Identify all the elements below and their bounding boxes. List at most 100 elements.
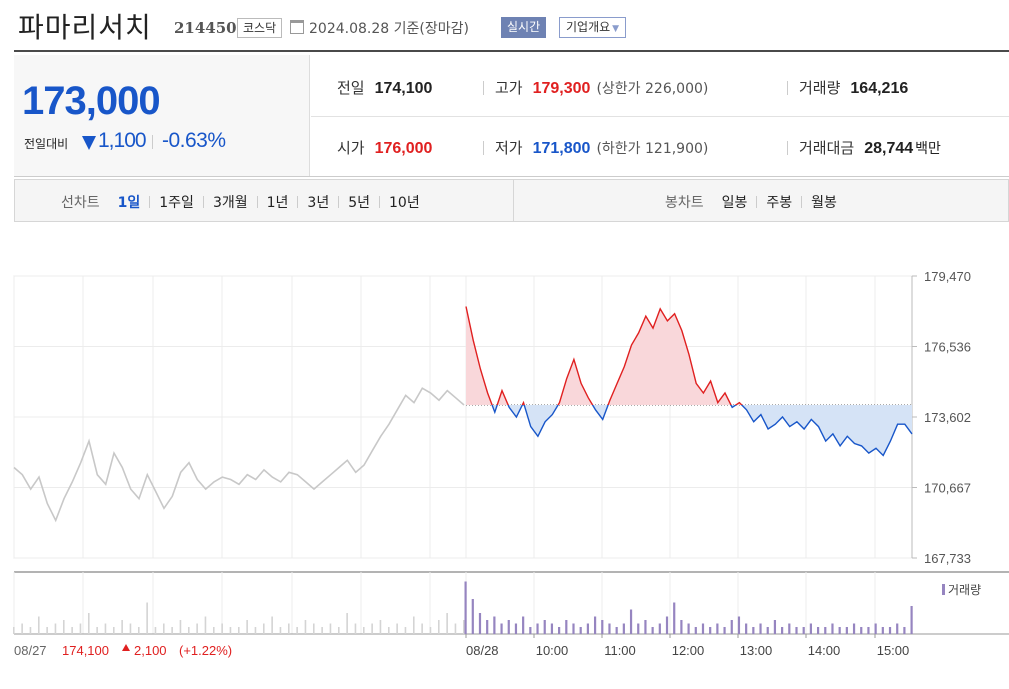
divider [787, 81, 788, 95]
volume-legend-label: 거래량 [948, 583, 981, 597]
stat-high: 고가 179,300 (상한가 226,000) [495, 77, 708, 98]
volume-bar [673, 602, 676, 634]
volume-bar [709, 627, 712, 634]
volume-bar-prev [388, 627, 390, 634]
stat-value: 28,744 [864, 140, 914, 157]
volume-bar [680, 620, 683, 634]
tab-divider [379, 196, 380, 208]
volume-bar [816, 627, 820, 634]
volume-bar [522, 616, 525, 634]
volume-bar [558, 627, 561, 634]
line-chart-label: 선차트 [61, 195, 100, 211]
volume-bar [658, 623, 661, 634]
volume-bar-prev [154, 627, 157, 634]
prev-change: 2,100 [134, 643, 167, 658]
line-tab-7[interactable]: 10년 [389, 195, 420, 211]
volume-bar-prev [279, 627, 282, 634]
quote-stats: 전일 174,100 고가 179,300 (상한가 226,000) 거래량 164,… [311, 55, 1009, 176]
tab-divider [756, 196, 758, 208]
volume-bar [752, 627, 755, 634]
volume-bar-prev [446, 613, 448, 634]
volume-bar-prev [313, 623, 315, 634]
volume-bar-prev [221, 623, 223, 634]
line-tab-5[interactable]: 3년 [307, 195, 330, 211]
volume-legend-swatch [942, 584, 945, 595]
volume-bar [737, 616, 741, 634]
y-tick-label: 173,602 [924, 410, 971, 425]
candle-tab-3[interactable]: 월봉 [811, 195, 837, 211]
line-tab-6[interactable]: 5년 [348, 195, 370, 211]
volume-bar [903, 627, 906, 634]
stat-label: 거래량 [799, 79, 841, 97]
volume-bar-prev [238, 627, 240, 634]
volume-bar-prev [188, 627, 190, 634]
volume-bar-prev [438, 620, 440, 634]
realtime-button[interactable]: 실시간 [501, 17, 547, 38]
prev-day-line [13, 387, 465, 523]
tabs-divider [513, 180, 514, 221]
volume-bar-prev [379, 620, 382, 634]
volume-bar-prev [296, 627, 298, 634]
volume-bar-prev [254, 627, 257, 634]
stat-label: 전일 [337, 79, 365, 97]
line-tab-2[interactable]: 1주일 [159, 195, 194, 211]
stat-low: 저가 171,800 (하한가 121,900) [495, 137, 708, 158]
volume-bar-prev [113, 627, 115, 634]
volume-bar-prev [163, 623, 165, 634]
divider [787, 141, 788, 155]
down-arrow-icon [82, 136, 96, 150]
volume-bar-prev [304, 620, 307, 634]
change-label: 전일대비 [24, 137, 69, 151]
volume-bar-prev [338, 627, 340, 634]
volume-bar-prev [179, 620, 182, 634]
volume-bar-prev [321, 627, 323, 634]
volume-bar-prev [63, 620, 65, 634]
current-price-box: 173,000 전일대비 1,100 -0.63% [14, 55, 310, 176]
row-divider [311, 116, 1009, 117]
volume-bar-prev [371, 623, 373, 634]
x-tick-label: 12:00 [672, 643, 705, 658]
volume-bar-prev [413, 616, 415, 634]
chart-canvas[interactable]: 179,470 176,536 173,602 170,667 167,733 거래량 08… [0, 240, 1009, 689]
volume-bar-prev [54, 623, 57, 634]
current-price: 173,000 [22, 79, 161, 123]
stat-value: 171,800 [532, 140, 591, 157]
volume-bar [572, 623, 575, 634]
company-overview-dropdown[interactable]: 기업개요 ▼ [559, 17, 627, 38]
line-tab-4[interactable]: 1년 [266, 195, 289, 211]
market-badge: 코스닥 [237, 18, 283, 38]
volume-bar-prev [429, 627, 432, 634]
volume-bar [874, 623, 877, 634]
chevron-down-icon: ▼ [612, 24, 620, 34]
volume-bar [565, 620, 568, 634]
volume-bar [809, 623, 812, 634]
volume-bar [795, 627, 798, 634]
volume-bar-prev [121, 620, 123, 634]
prev-close: 174,100 [62, 643, 109, 658]
candle-chart-label: 봉차트 [665, 195, 704, 211]
price-chart[interactable]: 179,470 176,536 173,602 170,667 167,733 거래량 08… [0, 240, 1009, 689]
price-change-pct: -0.63% [162, 129, 226, 152]
quote-date: 2024.08.28 기준(장마감) [309, 21, 469, 37]
volume-bar-prev [88, 613, 90, 634]
candle-tab-2[interactable]: 주봉 [766, 195, 793, 211]
line-tab-3[interactable]: 3개월 [212, 195, 248, 211]
volume-bar [852, 623, 856, 634]
tab-divider [338, 196, 340, 208]
tab-divider [149, 196, 151, 208]
volume-bar [665, 616, 669, 634]
volume-bar [881, 627, 884, 634]
volume-bar [500, 623, 503, 634]
volume-bar-prev [263, 623, 265, 634]
volume-bar [493, 616, 496, 634]
volume-bar [824, 627, 827, 634]
line-tab-1[interactable]: 1일 [117, 195, 141, 211]
volume-bar [464, 581, 467, 634]
stat-value: 164,216 [850, 80, 909, 97]
stat-value: 179,300 [532, 80, 591, 97]
volume-bar [867, 627, 870, 634]
volume-bar-prev [129, 623, 132, 634]
volume-bar [910, 606, 913, 634]
candle-tab-1[interactable]: 일봉 [721, 195, 748, 211]
x-tick-label: 11:00 [604, 643, 636, 658]
